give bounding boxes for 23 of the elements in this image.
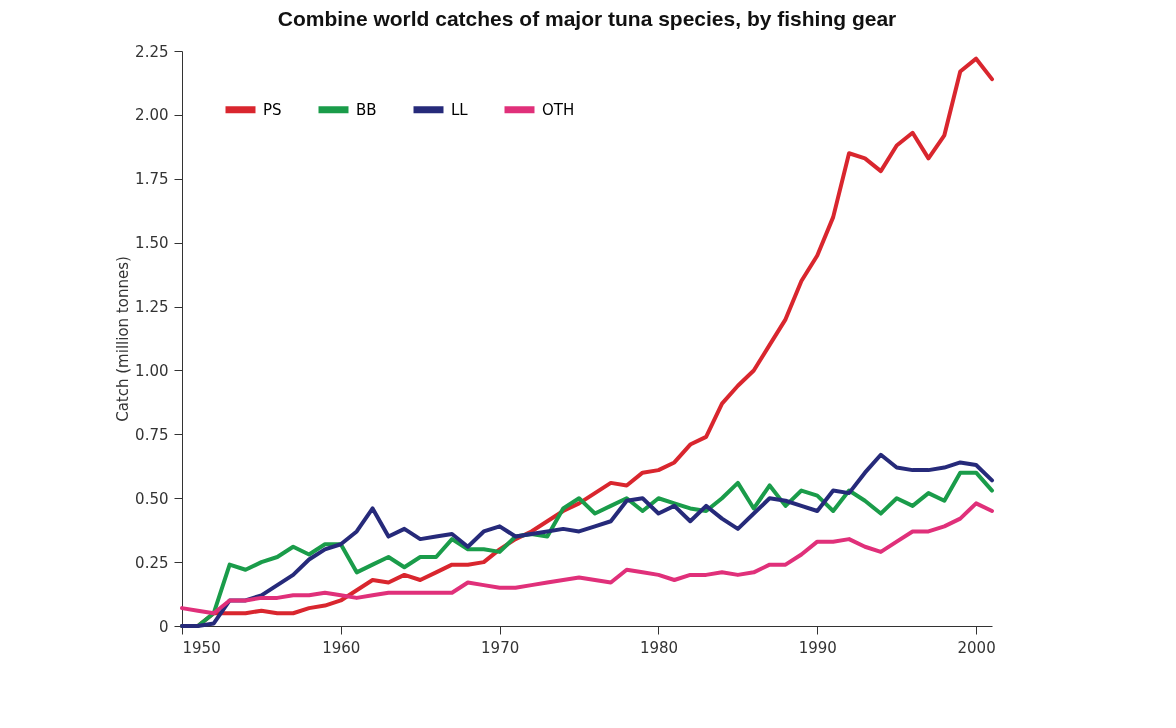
x-tick-label: 1980 bbox=[639, 638, 679, 657]
y-axis-title: Catch (million tonnes) bbox=[114, 256, 133, 422]
legend-label: LL bbox=[451, 100, 469, 119]
y-tick-label: 1.75 bbox=[135, 170, 169, 189]
y-tick-label: 1.00 bbox=[135, 361, 169, 380]
y-tick-label: 2.25 bbox=[135, 42, 169, 61]
x-tick-label: 1960 bbox=[322, 638, 361, 657]
y-tick-label: 2.00 bbox=[135, 106, 169, 125]
y-tick-label: 1.50 bbox=[135, 234, 169, 253]
y-tick-label: 1.25 bbox=[135, 298, 169, 317]
x-tick-label: 1950 bbox=[182, 638, 221, 657]
x-tick-label: 2000 bbox=[957, 638, 996, 657]
y-tick-label: 0.75 bbox=[135, 425, 169, 444]
legend-label: OTH bbox=[542, 100, 575, 119]
y-tick-label: 0.50 bbox=[135, 489, 169, 508]
legend-label: BB bbox=[356, 100, 377, 119]
chart-title: Combine world catches of major tuna species, by fishing gear bbox=[277, 7, 897, 30]
legend-label: PS bbox=[263, 100, 282, 119]
x-tick-label: 1970 bbox=[481, 638, 520, 657]
x-tick-label: 1990 bbox=[798, 638, 837, 657]
line-series bbox=[180, 501, 994, 616]
y-tick-label: 0 bbox=[158, 617, 169, 636]
y-tick-label: 0.25 bbox=[135, 553, 169, 572]
